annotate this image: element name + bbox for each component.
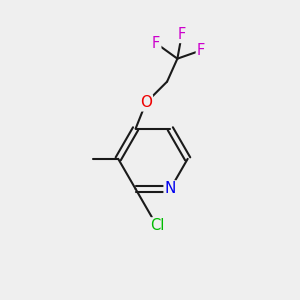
Text: Cl: Cl <box>150 218 164 233</box>
Text: F: F <box>197 43 205 58</box>
Text: F: F <box>152 36 160 51</box>
Text: O: O <box>140 95 152 110</box>
Text: N: N <box>165 182 176 196</box>
Text: F: F <box>178 27 186 42</box>
